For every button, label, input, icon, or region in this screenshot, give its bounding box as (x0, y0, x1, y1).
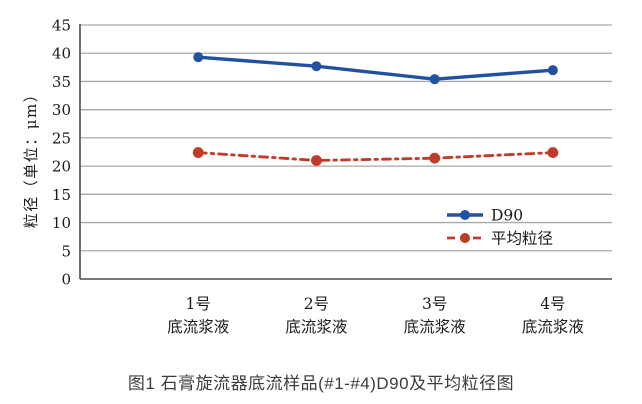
x-tick-label-2-line2: 底流浆液 (285, 318, 347, 336)
x-tick-label-4-line1: 4号 (540, 295, 565, 313)
x-tick-label-3-line2: 底流浆液 (404, 318, 466, 336)
y-tick-label-5: 5 (61, 242, 71, 260)
figure-caption: 图1 石膏旋流器底流样品(#1-#4)D90及平均粒径图 (127, 374, 515, 393)
data-point-d90-1 (193, 52, 204, 63)
x-tick-label-4-line2: 底流浆液 (522, 318, 584, 336)
data-point-mean-3 (429, 152, 441, 164)
data-point-mean-1 (192, 147, 204, 158)
data-point-mean-2 (311, 155, 322, 166)
series-line-d90 (196, 55, 555, 81)
x-tick-label-1-line1: 1号 (186, 295, 211, 313)
x-tick-label-2-line1: 2号 (304, 295, 329, 313)
y-tick-label-35: 35 (52, 73, 71, 91)
y-tick-label-10: 10 (52, 214, 71, 232)
legend-sample-marker-d90 (460, 210, 470, 220)
y-tick-label-40: 40 (52, 45, 71, 63)
x-tick-label-1-line2: 底流浆液 (167, 318, 229, 336)
data-point-d90-4 (547, 65, 558, 76)
data-point-d90-2 (311, 61, 322, 72)
data-point-d90-3 (429, 74, 440, 85)
legend-label-mean: 平均粒径 (491, 230, 553, 248)
y-tick-label-20: 20 (52, 158, 71, 176)
y-axis-title: 粒径（单位：μm） (22, 86, 40, 228)
legend-label-d90: D90 (491, 207, 523, 225)
y-tick-label-25: 25 (52, 129, 71, 147)
y-tick-label-15: 15 (52, 186, 71, 204)
series-line-mean (196, 151, 555, 162)
legend-sample-marker-mean (460, 233, 470, 243)
y-tick-label-30: 30 (52, 101, 71, 119)
data-point-mean-4 (547, 147, 559, 158)
y-tick-label-45: 45 (52, 17, 71, 35)
x-tick-label-3-line1: 3号 (422, 295, 447, 313)
y-tick-label-0: 0 (61, 271, 71, 289)
